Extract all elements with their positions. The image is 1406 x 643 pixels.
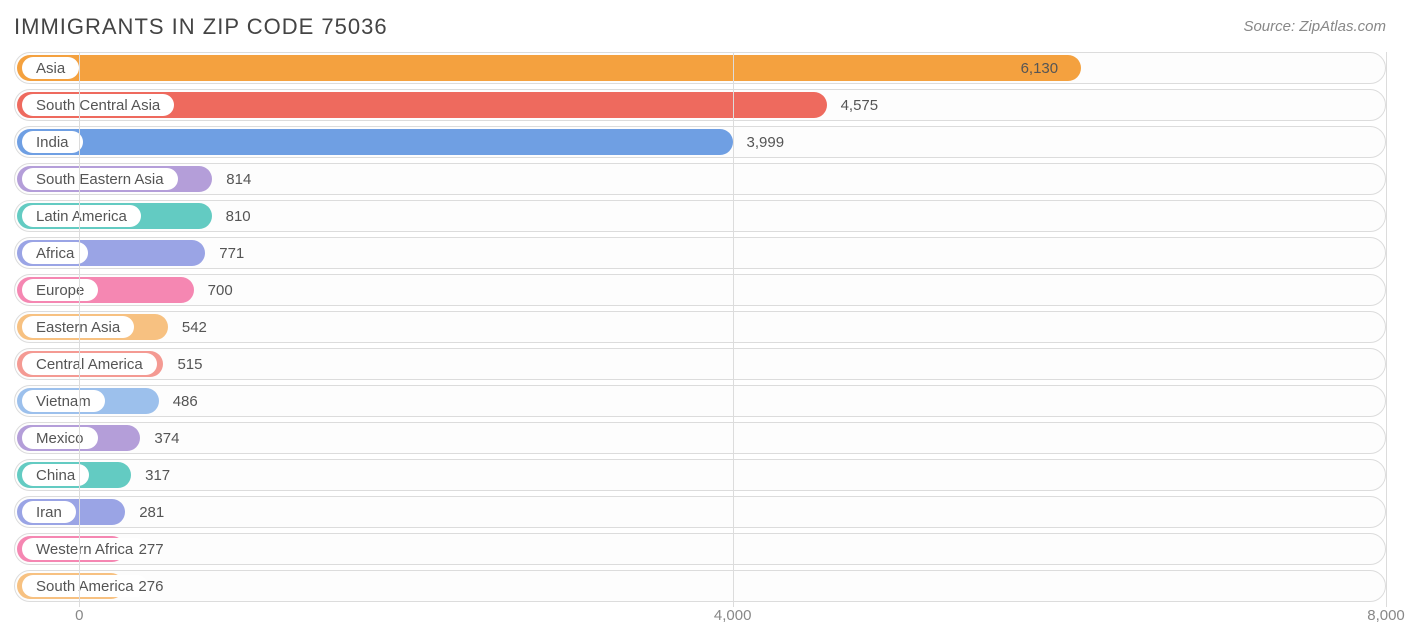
bar-value-label: 3,999 <box>747 126 785 158</box>
bar-row: Europe 700 <box>14 274 1386 306</box>
bar-value-label: 486 <box>173 385 198 417</box>
bar-row: Latin America 810 <box>14 200 1386 232</box>
bar-label-pill: India <box>22 131 83 153</box>
axis-tick-label: 4,000 <box>714 607 752 624</box>
bar-track <box>14 311 1386 343</box>
bar-row: Western Africa277 <box>14 533 1386 565</box>
bar-value-label: 700 <box>208 274 233 306</box>
bar-value-label: 771 <box>219 237 244 269</box>
bar-label-pill: Iran <box>22 501 76 523</box>
bar-row: Asia 6,130 <box>14 52 1386 84</box>
bar-row: South America276 <box>14 570 1386 602</box>
axis-tick-label: 0 <box>75 607 83 624</box>
bar-row: Eastern Asia 542 <box>14 311 1386 343</box>
bar-label-pill: Europe <box>22 279 98 301</box>
bar-label-pill: Mexico <box>22 427 98 449</box>
bar-value-label: 6,130 <box>1021 52 1059 84</box>
bar-label-pill: Eastern Asia <box>22 316 134 338</box>
bar-track <box>14 422 1386 454</box>
chart-source: Source: ZipAtlas.com <box>1243 14 1386 35</box>
bar-track <box>14 496 1386 528</box>
x-axis: 04,0008,000 <box>14 607 1386 635</box>
gridline <box>1386 52 1387 607</box>
bar-value-label: 810 <box>226 200 251 232</box>
bar-label-pill: Central America <box>22 353 157 375</box>
bar-row: Central America 515 <box>14 348 1386 380</box>
bar-row: South Eastern Asia 814 <box>14 163 1386 195</box>
bar-fill <box>17 55 1081 81</box>
axis-tick-label: 8,000 <box>1367 607 1405 624</box>
bar-value-label: 281 <box>139 496 164 528</box>
bar-row: South Central Asia 4,575 <box>14 89 1386 121</box>
bar-row: Iran 281 <box>14 496 1386 528</box>
bar-row: Mexico 374 <box>14 422 1386 454</box>
bar-track <box>14 459 1386 491</box>
gridline <box>733 52 734 607</box>
chart-area: Asia 6,130 South Central Asia 4,575 India 3,9… <box>0 48 1406 602</box>
bar-track <box>14 200 1386 232</box>
bar-row: Vietnam 486 <box>14 385 1386 417</box>
bar-label-pill: Asia <box>22 57 79 79</box>
bar-value-label: 277 <box>139 533 164 565</box>
bar-track <box>14 533 1386 565</box>
bar-value-label: 317 <box>145 459 170 491</box>
bar-track <box>14 348 1386 380</box>
bar-label-pill: South America <box>22 575 148 597</box>
bar-value-label: 515 <box>177 348 202 380</box>
bar-track <box>14 385 1386 417</box>
bar-row: India 3,999 <box>14 126 1386 158</box>
bar-row: Africa771 <box>14 237 1386 269</box>
bar-label-pill: Vietnam <box>22 390 105 412</box>
bar-value-label: 4,575 <box>841 89 879 121</box>
bar-label-pill: South Central Asia <box>22 94 174 116</box>
bar-value-label: 814 <box>226 163 251 195</box>
bar-row: China317 <box>14 459 1386 491</box>
bar-track <box>14 570 1386 602</box>
bar-track <box>14 163 1386 195</box>
chart-title: IMMIGRANTS IN ZIP CODE 75036 <box>14 14 388 40</box>
bar-value-label: 374 <box>154 422 179 454</box>
gridline <box>79 52 80 607</box>
bar-label-pill: Western Africa <box>22 538 147 560</box>
bar-label-pill: South Eastern Asia <box>22 168 178 190</box>
bar-label-pill: Latin America <box>22 205 141 227</box>
chart-header: IMMIGRANTS IN ZIP CODE 75036 Source: Zip… <box>0 0 1406 48</box>
bar-value-label: 276 <box>138 570 163 602</box>
bar-fill <box>17 129 733 155</box>
bar-value-label: 542 <box>182 311 207 343</box>
